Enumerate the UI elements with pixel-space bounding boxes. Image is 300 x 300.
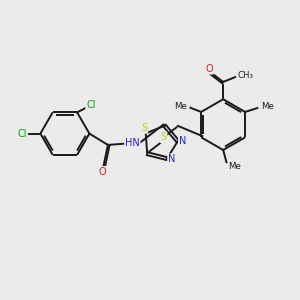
Text: CH₃: CH₃ (238, 71, 254, 80)
Text: S: S (160, 132, 167, 142)
Text: O: O (99, 167, 106, 177)
Text: Cl: Cl (86, 100, 96, 110)
Text: Cl: Cl (17, 129, 27, 139)
Text: HN: HN (125, 138, 140, 148)
Text: O: O (205, 64, 213, 74)
Text: N: N (179, 136, 186, 146)
Text: Me: Me (228, 162, 241, 171)
Text: Me: Me (174, 102, 187, 111)
Text: Me: Me (262, 102, 275, 111)
Text: N: N (168, 154, 176, 164)
Text: S: S (141, 123, 147, 133)
